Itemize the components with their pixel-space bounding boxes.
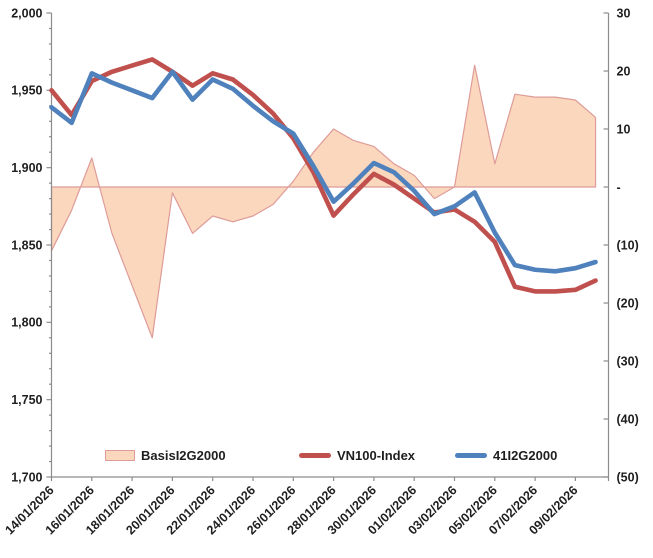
futures-line xyxy=(49,69,598,274)
left-axis-label: 1,950 xyxy=(11,84,42,98)
axes xyxy=(46,12,610,481)
right-axis-label: 20 xyxy=(617,64,631,78)
basis-area-series xyxy=(50,64,597,339)
left-axis-label: 1,750 xyxy=(11,393,42,407)
vn100-line-series xyxy=(49,57,598,294)
right-axis-label: 10 xyxy=(617,122,631,136)
left-axis-label: 1,850 xyxy=(11,238,42,252)
right-axis-label: (30) xyxy=(617,354,639,368)
right-axis-label: - xyxy=(617,180,621,194)
right-axis-label: (10) xyxy=(617,238,639,252)
basis-area-shape xyxy=(50,64,597,339)
left-axis-label: 1,700 xyxy=(11,470,42,484)
left-axis-label: 1,800 xyxy=(11,316,42,330)
right-axis-label: (40) xyxy=(617,412,639,426)
right-axis-label: (20) xyxy=(617,296,639,310)
left-axis-label: 2,000 xyxy=(11,6,42,20)
futures-line-series xyxy=(49,69,598,274)
vn100-line xyxy=(49,57,598,294)
right-axis-label: 30 xyxy=(617,6,631,20)
right-axis-label: (50) xyxy=(617,470,639,484)
left-axis-label: 1,900 xyxy=(11,161,42,175)
